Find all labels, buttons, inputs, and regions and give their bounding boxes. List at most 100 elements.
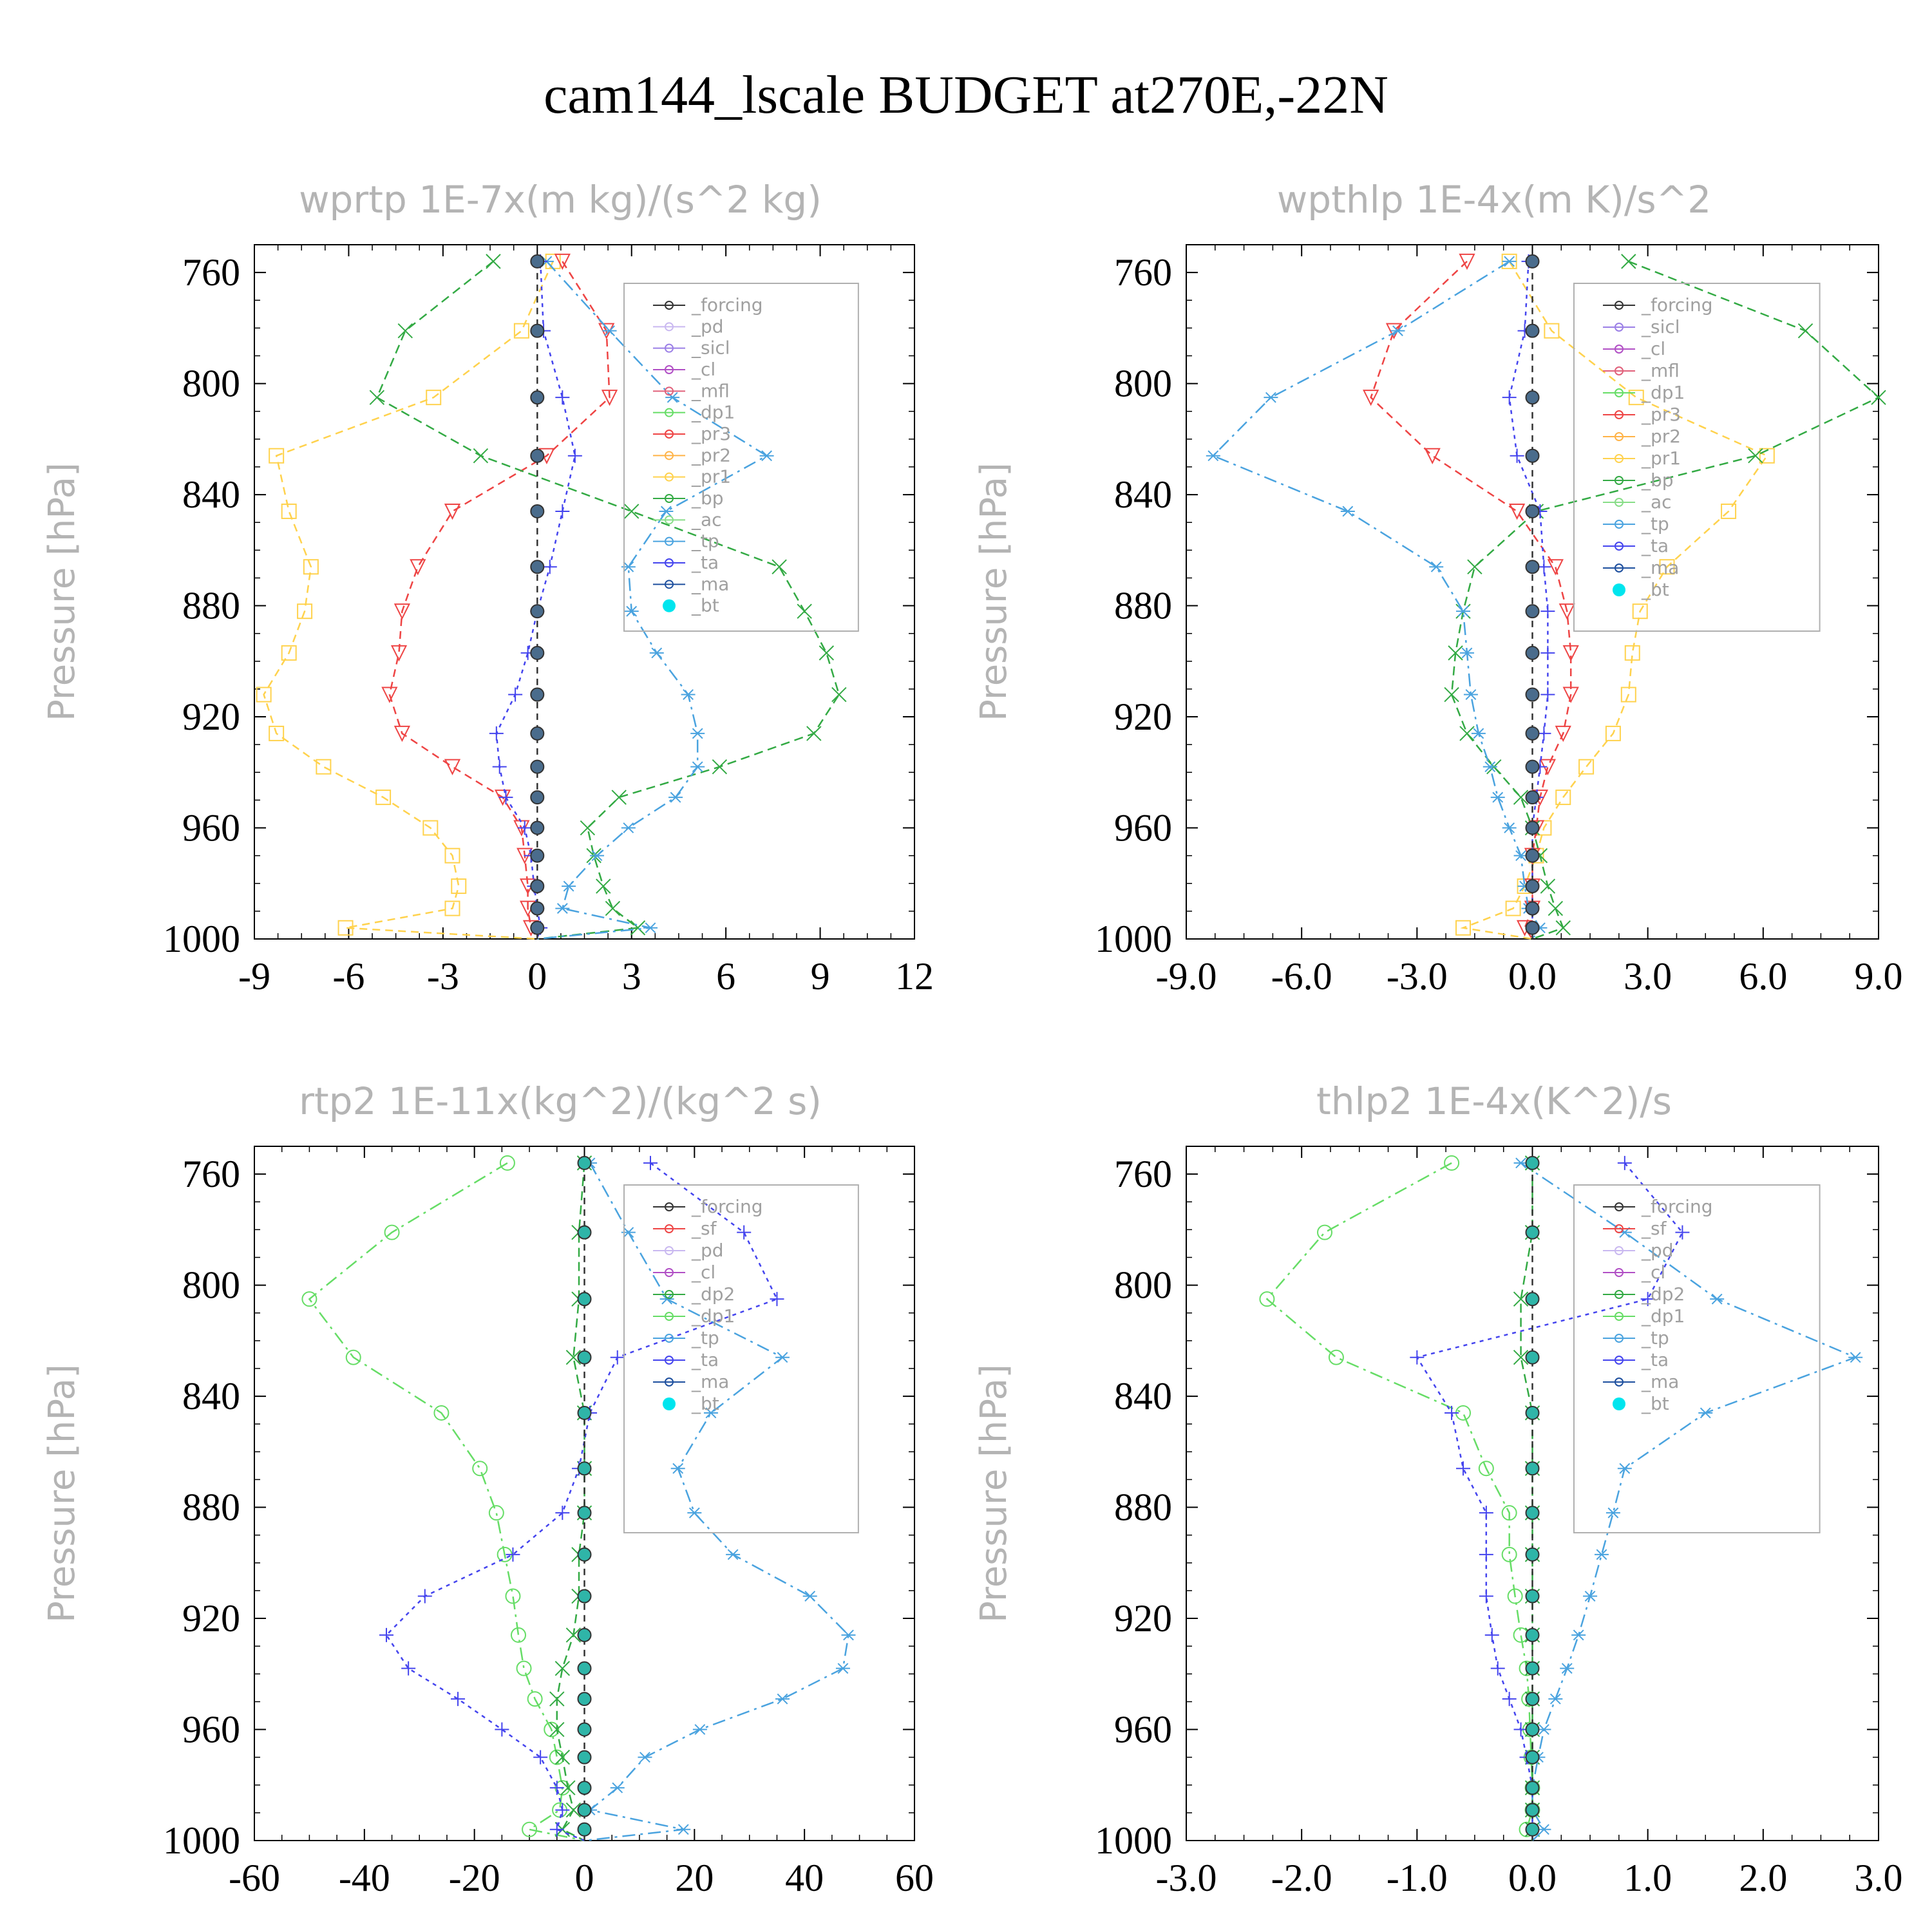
data-point	[1502, 822, 1517, 833]
data-point	[577, 1225, 592, 1240]
data-point	[1525, 759, 1540, 774]
legend-label: _sicl	[1641, 316, 1680, 337]
data-point	[1459, 253, 1475, 270]
data-point	[1698, 1407, 1713, 1419]
data-point	[1525, 1350, 1540, 1365]
data-point	[577, 1692, 592, 1707]
data-point	[1628, 390, 1644, 406]
data-point	[596, 878, 611, 894]
data-point	[1390, 325, 1405, 337]
data-point	[530, 390, 545, 405]
data-point	[316, 759, 332, 775]
series_forcing	[577, 1155, 592, 1841]
legend-label: _cl	[691, 359, 715, 380]
data-point	[1525, 1750, 1540, 1765]
legend-marker	[665, 1312, 674, 1321]
data-point	[549, 1781, 564, 1795]
legend-label: _forcing	[691, 1196, 763, 1217]
plot-frame	[254, 244, 915, 940]
x-tick-label: -3.0	[1387, 955, 1448, 998]
data-point	[498, 790, 513, 805]
data-point	[506, 1547, 520, 1562]
x-tick-label: 0.0	[1508, 1857, 1557, 1899]
legend-label: _pr2	[691, 444, 731, 466]
legend-label: _sf	[1641, 1218, 1667, 1239]
legend-marker	[1615, 1202, 1624, 1211]
legend-label: _bt	[1641, 579, 1669, 600]
data-point	[303, 559, 319, 575]
data-point	[422, 820, 439, 836]
legend-label: _ta	[691, 552, 719, 573]
y-tick-label: 880	[1114, 1486, 1172, 1529]
series-line	[375, 260, 840, 940]
data-point	[1562, 645, 1579, 662]
y-tick-label: 960	[182, 1709, 240, 1751]
data-point	[643, 922, 658, 934]
y-tick-label: 1000	[1095, 1819, 1172, 1862]
legend-marker	[665, 515, 674, 525]
data-point	[1525, 390, 1540, 405]
x-tick-label: 1.0	[1624, 1857, 1672, 1899]
data-point	[530, 323, 545, 338]
series-line	[495, 261, 576, 940]
data-point	[1505, 900, 1521, 916]
legend-marker	[1615, 1356, 1624, 1365]
data-point	[565, 1350, 582, 1365]
data-point	[530, 920, 545, 935]
legend-label: _pr3	[691, 423, 731, 444]
data-point	[611, 790, 627, 805]
data-point	[624, 605, 639, 617]
series-line	[1370, 260, 1572, 940]
data-point	[410, 559, 426, 576]
data-point	[269, 448, 285, 464]
y-tick-label: 960	[1114, 807, 1172, 849]
legend-label: _pr3	[1641, 404, 1681, 425]
y-tick-label: 880	[182, 585, 240, 627]
series-line	[537, 261, 769, 940]
data-point	[1448, 645, 1463, 661]
data-point	[1490, 791, 1505, 803]
data-point	[775, 1352, 790, 1363]
data-point	[1525, 1722, 1540, 1737]
data-point	[1525, 504, 1540, 518]
data-point	[759, 450, 774, 462]
data-point	[1555, 920, 1571, 936]
y-tick-label: 920	[1114, 1597, 1172, 1640]
data-point	[1328, 1349, 1344, 1365]
data-point	[1540, 645, 1555, 660]
data-point	[1525, 1547, 1540, 1562]
data-point	[610, 1782, 625, 1794]
data-point	[1525, 1781, 1540, 1795]
data-point	[1444, 687, 1459, 703]
data-point	[1748, 448, 1763, 464]
y-tick-label: 920	[182, 1597, 240, 1640]
series-line	[1211, 260, 1541, 940]
series-line	[556, 1162, 585, 1842]
data-point	[1617, 1463, 1632, 1474]
data-point	[610, 1350, 625, 1365]
data-point	[1710, 1293, 1725, 1305]
legend-label: _bt	[691, 1393, 719, 1414]
y-tick-label: 760	[1114, 251, 1172, 294]
legend: _forcing_sf_pd_cl_dp2_dp1_tp_ta_ma_bt	[1573, 1184, 1821, 1533]
data-point	[1583, 1591, 1598, 1602]
y-tick-label: 760	[182, 251, 240, 294]
data-point	[1675, 1225, 1690, 1240]
data-point	[555, 1803, 570, 1817]
data-point	[486, 254, 501, 269]
data-point	[384, 1224, 400, 1240]
series_dp2	[1513, 1155, 1540, 1841]
data-point	[1640, 1292, 1655, 1307]
data-point	[1571, 1629, 1586, 1641]
x-tick-label: 9	[811, 955, 830, 998]
data-point	[577, 1722, 592, 1737]
data-point	[433, 1405, 450, 1421]
data-point	[1444, 1155, 1460, 1171]
legend-marker	[665, 1378, 674, 1387]
data-point	[775, 1693, 790, 1705]
y-axis-label: Pressure [hPa]	[973, 462, 1015, 721]
data-point	[690, 761, 705, 773]
data-point	[381, 687, 398, 703]
data-point	[1525, 560, 1540, 574]
data-point	[1540, 878, 1556, 894]
